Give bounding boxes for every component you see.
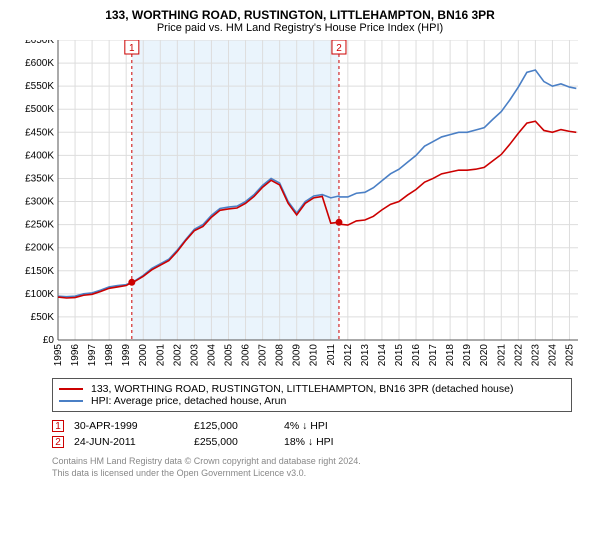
svg-text:2: 2 bbox=[336, 43, 342, 54]
sale-marker-badge: 2 bbox=[52, 436, 64, 448]
svg-text:£550K: £550K bbox=[25, 81, 54, 92]
sale-delta: 4% ↓ HPI bbox=[284, 420, 404, 432]
legend-swatch bbox=[59, 388, 83, 390]
svg-text:2007: 2007 bbox=[258, 344, 269, 367]
svg-text:1998: 1998 bbox=[104, 344, 115, 367]
svg-text:£150K: £150K bbox=[25, 266, 54, 277]
svg-text:2017: 2017 bbox=[428, 344, 439, 367]
svg-text:2021: 2021 bbox=[496, 344, 507, 367]
legend-row: HPI: Average price, detached house, Arun bbox=[59, 395, 565, 407]
svg-text:1: 1 bbox=[129, 43, 135, 54]
chart-legend: 133, WORTHING ROAD, RUSTINGTON, LITTLEHA… bbox=[52, 378, 572, 412]
svg-text:2018: 2018 bbox=[445, 344, 456, 367]
svg-text:2016: 2016 bbox=[411, 344, 422, 367]
svg-text:2002: 2002 bbox=[172, 344, 183, 367]
svg-text:1996: 1996 bbox=[70, 344, 81, 367]
svg-text:1997: 1997 bbox=[87, 344, 98, 367]
svg-text:£500K: £500K bbox=[25, 104, 54, 115]
legend-swatch bbox=[59, 400, 83, 402]
sale-row: 2 24-JUN-2011 £255,000 18% ↓ HPI bbox=[52, 434, 572, 450]
footer-line-1: Contains HM Land Registry data © Crown c… bbox=[52, 456, 572, 468]
legend-row: 133, WORTHING ROAD, RUSTINGTON, LITTLEHA… bbox=[59, 383, 565, 395]
svg-text:£100K: £100K bbox=[25, 289, 54, 300]
svg-text:2024: 2024 bbox=[547, 344, 558, 367]
sale-date: 30-APR-1999 bbox=[74, 420, 184, 432]
svg-text:2013: 2013 bbox=[360, 344, 371, 367]
footer-attribution: Contains HM Land Registry data © Crown c… bbox=[52, 456, 572, 479]
line-chart: 12£0£50K£100K£150K£200K£250K£300K£350K£4… bbox=[12, 40, 588, 370]
page-subtitle: Price paid vs. HM Land Registry's House … bbox=[12, 22, 588, 34]
svg-text:£600K: £600K bbox=[25, 58, 54, 69]
svg-text:£250K: £250K bbox=[25, 220, 54, 231]
svg-text:2009: 2009 bbox=[292, 344, 303, 367]
svg-text:2000: 2000 bbox=[138, 344, 149, 367]
sale-row: 1 30-APR-1999 £125,000 4% ↓ HPI bbox=[52, 418, 572, 434]
svg-text:2014: 2014 bbox=[377, 344, 388, 367]
svg-text:2005: 2005 bbox=[223, 344, 234, 367]
legend-label: HPI: Average price, detached house, Arun bbox=[91, 395, 286, 407]
svg-text:£200K: £200K bbox=[25, 243, 54, 254]
svg-text:2025: 2025 bbox=[564, 344, 575, 367]
svg-text:2006: 2006 bbox=[241, 344, 252, 367]
svg-text:2004: 2004 bbox=[206, 344, 217, 367]
svg-text:2003: 2003 bbox=[189, 344, 200, 367]
svg-text:2023: 2023 bbox=[530, 344, 541, 367]
legend-label: 133, WORTHING ROAD, RUSTINGTON, LITTLEHA… bbox=[91, 383, 513, 395]
svg-text:2022: 2022 bbox=[513, 344, 524, 367]
svg-text:1999: 1999 bbox=[121, 344, 132, 367]
svg-text:£350K: £350K bbox=[25, 173, 54, 184]
svg-text:£650K: £650K bbox=[25, 40, 54, 46]
sale-date: 24-JUN-2011 bbox=[74, 436, 184, 448]
svg-text:2015: 2015 bbox=[394, 344, 405, 367]
sale-price: £255,000 bbox=[194, 436, 274, 448]
svg-text:2001: 2001 bbox=[155, 344, 166, 367]
svg-text:£400K: £400K bbox=[25, 150, 54, 161]
page-title: 133, WORTHING ROAD, RUSTINGTON, LITTLEHA… bbox=[12, 8, 588, 22]
svg-text:1995: 1995 bbox=[53, 344, 64, 367]
chart-area: 12£0£50K£100K£150K£200K£250K£300K£350K£4… bbox=[12, 40, 588, 370]
svg-text:2019: 2019 bbox=[462, 344, 473, 367]
sale-delta: 18% ↓ HPI bbox=[284, 436, 404, 448]
svg-text:2020: 2020 bbox=[479, 344, 490, 367]
sales-table: 1 30-APR-1999 £125,000 4% ↓ HPI 2 24-JUN-2011… bbox=[52, 418, 572, 450]
svg-text:£50K: £50K bbox=[31, 312, 55, 323]
footer-line-2: This data is licensed under the Open Gov… bbox=[52, 468, 572, 480]
svg-text:2012: 2012 bbox=[343, 344, 354, 367]
svg-text:2010: 2010 bbox=[309, 344, 320, 367]
svg-text:£300K: £300K bbox=[25, 197, 54, 208]
sale-marker-badge: 1 bbox=[52, 420, 64, 432]
svg-text:£450K: £450K bbox=[25, 127, 54, 138]
svg-text:2008: 2008 bbox=[275, 344, 286, 367]
sale-price: £125,000 bbox=[194, 420, 274, 432]
svg-text:2011: 2011 bbox=[326, 344, 337, 366]
